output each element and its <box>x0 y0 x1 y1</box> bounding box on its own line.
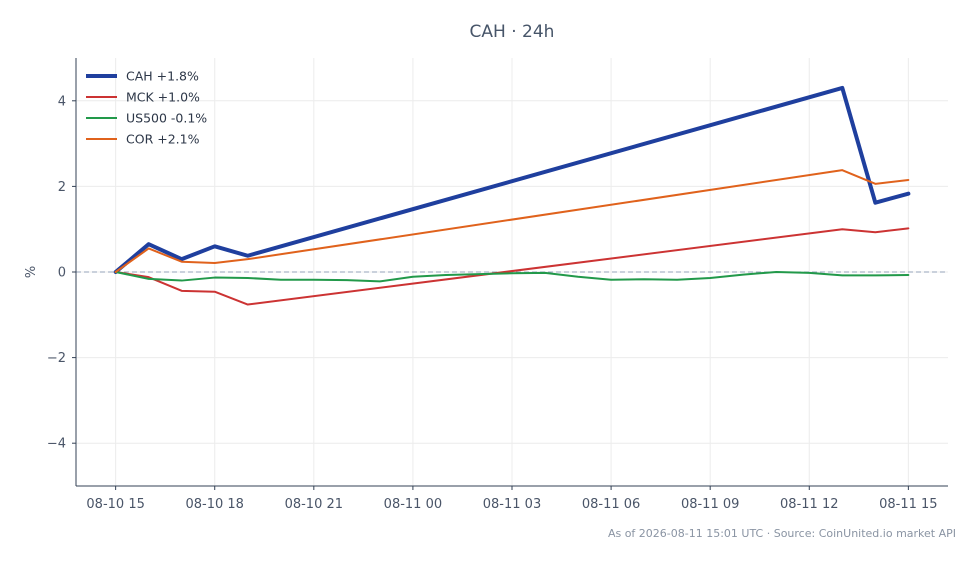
series-line-0 <box>113 85 911 274</box>
y-tick-label: −4 <box>47 437 66 452</box>
y-tick-label: 4 <box>58 94 66 109</box>
y-tick-label: −2 <box>47 351 66 366</box>
y-tick-label: 2 <box>58 180 66 195</box>
x-tick-label: 08-11 15 <box>879 497 937 512</box>
series-line-3 <box>114 169 910 273</box>
chart-title: CAH · 24h <box>470 22 555 42</box>
x-tick-label: 08-11 00 <box>384 497 442 512</box>
x-tick-label: 08-11 12 <box>780 497 838 512</box>
x-tick-label: 08-10 15 <box>86 497 144 512</box>
legend-entry-label: COR +2.1% <box>126 132 200 147</box>
legend: CAH +1.8% MCK +1.0% US500 -0.1% COR +2.1% <box>86 69 207 147</box>
series-line-2 <box>114 271 910 283</box>
x-tick-label: 08-11 06 <box>582 497 640 512</box>
source-footer: As of 2026-08-11 15:01 UTC · Source: Coi… <box>608 527 956 540</box>
x-tick-label: 08-11 09 <box>681 497 739 512</box>
y-axis-ticks: 4 2 0 −2 −4 <box>47 94 76 452</box>
legend-entry-label: US500 -0.1% <box>126 111 207 126</box>
legend-entry-label: MCK +1.0% <box>126 90 200 105</box>
x-axis-ticks: 08-10 15 08-10 18 08-10 21 08-11 00 08-11 03… <box>86 486 938 512</box>
x-tick-label: 08-10 21 <box>285 497 343 512</box>
y-tick-label: 0 <box>58 266 66 281</box>
legend-entry-label: CAH +1.8% <box>126 69 199 84</box>
series-layer <box>113 85 911 306</box>
y-axis-label: % <box>24 266 39 278</box>
x-tick-label: 08-10 18 <box>186 497 244 512</box>
x-tick-label: 08-11 03 <box>483 497 541 512</box>
